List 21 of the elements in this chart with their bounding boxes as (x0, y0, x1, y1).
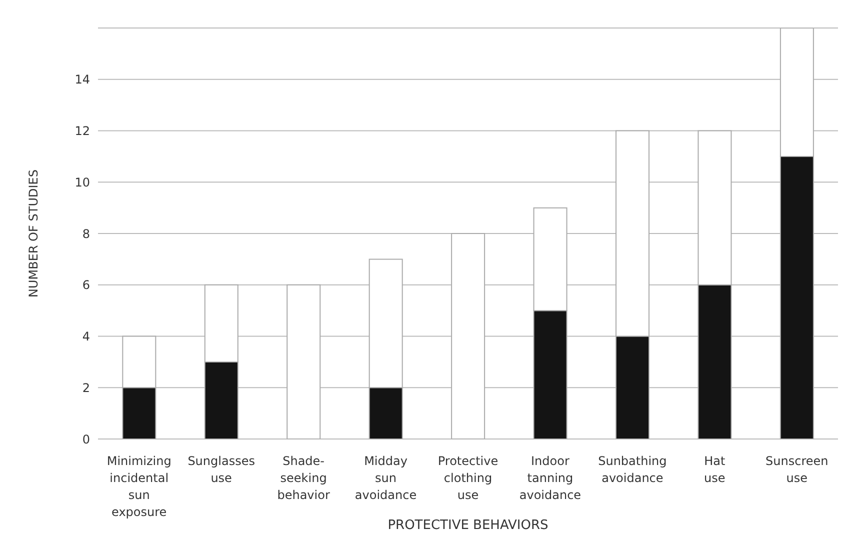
y-tick-label: 12 (74, 124, 90, 138)
y-tick-label: 14 (74, 72, 90, 87)
bar (286, 284, 321, 439)
x-tick-label: Sunbathing avoidance (598, 454, 667, 485)
x-tick-label: Sunglasses use (188, 454, 255, 485)
y-tick-label: 4 (82, 330, 90, 344)
x-tick-label: Indoor tanning avoidance (519, 454, 582, 502)
bar (451, 233, 486, 439)
y-tick-label: 10 (74, 175, 90, 190)
x-tick-label: Hat use (704, 454, 726, 485)
y-tick-label: 0 (82, 432, 90, 446)
y-tick-label: 6 (82, 278, 90, 292)
x-tick-label: Midday sun avoidance (354, 454, 417, 502)
x-tick-label: Shade-seeking behavior (277, 454, 330, 502)
x-tick-label: Sunscreen use (766, 454, 828, 485)
x-tick-label: Protective clothing use (438, 454, 498, 502)
x-tick-label: Minimizing incidental sun exposure (106, 454, 172, 519)
y-tick-label: 8 (82, 226, 90, 241)
x-axis-title: PROTECTIVE BEHAVIORS (388, 518, 548, 533)
y-tick-label: 2 (82, 380, 90, 395)
y-axis-title: NUMBER OF STUDIES (26, 170, 40, 298)
